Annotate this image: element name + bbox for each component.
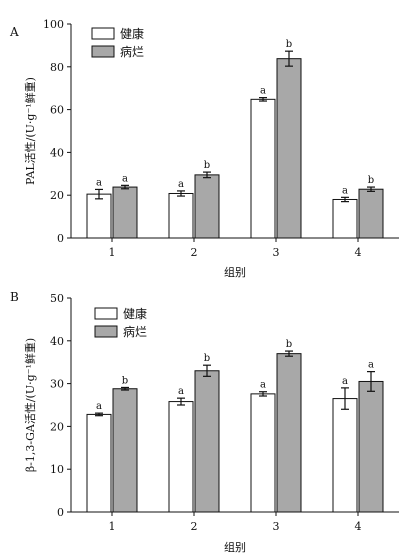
y-tick-label: 60 [50, 104, 64, 117]
x-tick-label: 4 [355, 520, 362, 533]
bar-healthy-2 [169, 402, 193, 512]
x-tick-label: 1 [109, 246, 116, 259]
significance-label: a [122, 173, 128, 184]
y-tick-label: 0 [57, 506, 64, 519]
bar-diseased-2 [195, 175, 219, 238]
legend-swatch [92, 28, 114, 39]
y-tick-label: 50 [50, 292, 64, 305]
significance-label: a [342, 376, 348, 387]
x-tick-label: 3 [273, 246, 280, 259]
legend-label: 病烂 [120, 44, 144, 59]
legend-swatch [95, 308, 117, 319]
significance-label: b [204, 160, 210, 171]
chart-panel-a: A 0 20 40 60 80 100 1 2 3 4 组别 PAL活性/(U·g⁻¹鲜重) a a a a a b… [9, 18, 399, 279]
bar-diseased-4 [359, 381, 383, 512]
bar-healthy-3 [251, 394, 275, 512]
y-axis-title: PAL活性/(U·g⁻¹鲜重) [23, 77, 37, 185]
legend-label: 病烂 [123, 324, 147, 339]
y-tick-label: 10 [50, 463, 64, 476]
bar-healthy-2 [169, 193, 193, 238]
bar-healthy-1 [87, 414, 111, 512]
legend-label: 健康 [120, 26, 144, 41]
x-tick-label: 3 [273, 520, 280, 533]
y-tick-label: 0 [57, 232, 64, 245]
legend-swatch [95, 326, 117, 337]
x-tick-label: 2 [191, 520, 198, 533]
bar-diseased-4 [359, 189, 383, 238]
bar-healthy-1 [87, 194, 111, 238]
y-tick-label: 20 [50, 189, 64, 202]
x-tick-label: 2 [191, 246, 198, 259]
significance-label: b [286, 39, 292, 50]
significance-label: b [368, 175, 374, 186]
significance-label: a [342, 185, 348, 196]
panel-letter: A [9, 25, 19, 39]
y-tick-label: 40 [50, 146, 64, 159]
significance-label: a [260, 86, 266, 97]
bar-diseased-1 [113, 187, 137, 238]
significance-label: a [96, 177, 102, 188]
significance-label: a [178, 386, 184, 397]
x-tick-label: 1 [109, 520, 116, 533]
significance-label: a [260, 380, 266, 391]
x-axis-title: 组别 [224, 540, 246, 554]
panel-letter: B [10, 290, 19, 304]
significance-label: a [178, 179, 184, 190]
x-axis-title: 组别 [224, 265, 246, 279]
bar-diseased-3 [277, 354, 301, 512]
bar-healthy-4 [333, 399, 357, 512]
x-tick-label: 4 [355, 246, 362, 259]
significance-label: a [96, 401, 102, 412]
bar-diseased-2 [195, 371, 219, 512]
y-tick-label: 80 [50, 61, 64, 74]
y-tick-label: 40 [50, 335, 64, 348]
significance-label: b [122, 375, 128, 386]
y-axis-title: β-1,3-GA活性/(U·g⁻¹鲜重) [23, 338, 37, 472]
bar-healthy-3 [251, 99, 275, 238]
y-tick-label: 20 [50, 420, 64, 433]
y-tick-label: 30 [50, 378, 64, 391]
bar-diseased-1 [113, 389, 137, 512]
significance-label: a [368, 360, 374, 371]
chart-panel-b: B 0 10 20 30 40 50 1 2 3 4 组别 β-1,3-GA活性/(U·g⁻¹鲜重) a a… [10, 290, 399, 554]
significance-label: b [286, 339, 292, 350]
legend-label: 健康 [123, 306, 147, 321]
legend-swatch [92, 46, 114, 57]
significance-label: b [204, 353, 210, 364]
y-tick-label: 100 [43, 18, 64, 31]
bar-diseased-3 [277, 59, 301, 238]
bar-healthy-4 [333, 199, 357, 238]
